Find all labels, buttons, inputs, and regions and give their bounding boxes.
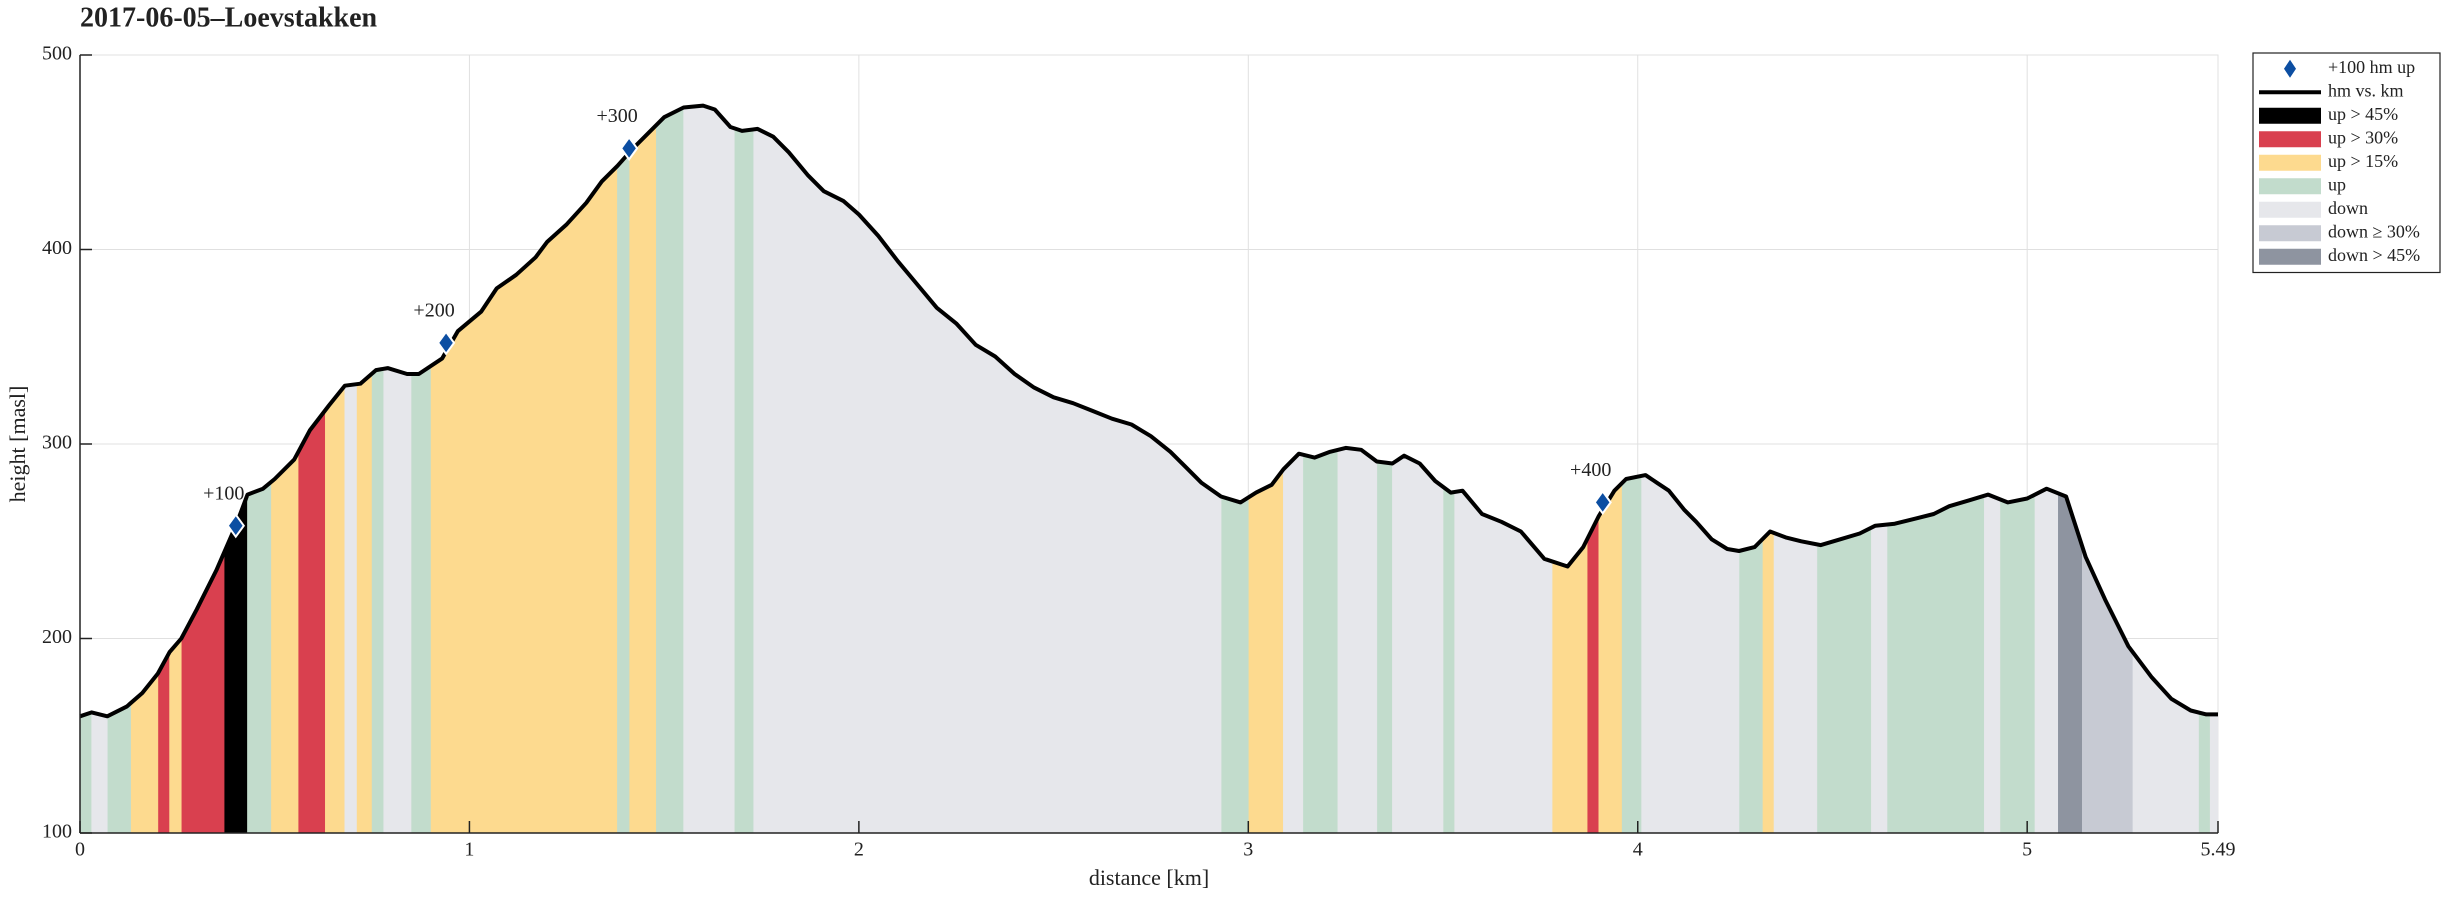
milestone-label: +100 [203, 482, 244, 504]
legend-swatch [2259, 178, 2321, 195]
x-axis-label: distance [km] [1089, 865, 1209, 890]
slope-band [1442, 486, 1456, 834]
slope-band [2198, 712, 2211, 834]
y-tick-label: 200 [42, 626, 72, 648]
slope-band [733, 127, 755, 834]
slope-band [617, 151, 630, 834]
slope-band [325, 384, 346, 834]
legend-label: down > 45% [2328, 245, 2420, 265]
x-tick-label: 5 [2022, 839, 2032, 861]
slope-band [1773, 532, 1818, 834]
slope-band [79, 711, 92, 834]
slope-band [1886, 495, 1985, 834]
legend-label: up > 30% [2328, 127, 2398, 147]
legend-marker [2284, 59, 2296, 78]
slope-band [1999, 494, 2036, 834]
slope-band [1762, 531, 1775, 834]
slope-band [106, 702, 131, 834]
slope-band [2034, 488, 2059, 834]
slope-band [157, 651, 170, 834]
legend-swatch [2259, 107, 2321, 124]
slope-band [1586, 515, 1600, 834]
slope-band [1551, 539, 1588, 834]
x-tick-label: 3 [1243, 839, 1253, 861]
slope-band [383, 367, 412, 834]
slope-band [247, 481, 272, 834]
slope-band [270, 452, 299, 834]
legend-label: up > 45% [2328, 104, 2398, 124]
slope-band [2058, 492, 2082, 834]
slope-band [1337, 447, 1378, 834]
slope-band [1248, 468, 1284, 834]
milestone-label: +200 [413, 299, 454, 321]
milestone-marker [436, 330, 456, 356]
legend-label: hm vs. km [2328, 80, 2404, 100]
slope-band [1220, 496, 1249, 834]
slope-band [1621, 475, 1642, 834]
slope-band [410, 365, 431, 834]
slope-band [683, 105, 735, 834]
slope-band [297, 409, 326, 834]
slope-band [1984, 494, 2001, 834]
x-tick-label: 0 [75, 839, 85, 861]
y-tick-label: 500 [42, 43, 72, 65]
slope-band [1376, 461, 1393, 834]
slope-band [356, 372, 373, 834]
slope-band [1598, 482, 1623, 834]
legend-label: down [2328, 198, 2368, 218]
slope-band [2209, 714, 2219, 834]
y-tick-label: 400 [42, 237, 72, 259]
slope-band [91, 712, 108, 834]
milestone-label: +300 [596, 105, 637, 127]
legend-label: up [2328, 174, 2346, 194]
x-tick-label: 5.49 [2201, 839, 2236, 861]
legend-swatch [2259, 201, 2321, 218]
x-tick-label: 2 [854, 839, 864, 861]
slope-band [1738, 538, 1763, 834]
slope-band [1302, 449, 1339, 834]
slope-band [1283, 453, 1304, 834]
milestone-marker [226, 512, 246, 539]
slope-band [1871, 524, 1888, 834]
x-tick-label: 4 [1633, 839, 1643, 861]
chart-title: 2017-06-05–Loevstakken [80, 2, 378, 33]
y-tick-label: 300 [42, 432, 72, 454]
legend-label: +100 hm up [2328, 57, 2415, 77]
slope-band [1392, 455, 1444, 834]
y-tick-label: 100 [42, 821, 72, 843]
legend-swatch [2259, 154, 2321, 171]
slope-band [344, 383, 357, 834]
slope-band [1816, 527, 1872, 834]
x-tick-label: 1 [464, 839, 474, 861]
legend-swatch [2259, 248, 2321, 265]
slope-band [371, 368, 385, 834]
slope-band [656, 107, 684, 834]
slope-band [628, 124, 657, 834]
legend-label: down ≥ 30% [2328, 221, 2420, 241]
slope-band [169, 637, 182, 834]
milestone-marker [1593, 489, 1612, 516]
legend-swatch [2259, 225, 2321, 242]
legend-label: up > 15% [2328, 151, 2398, 171]
profile-line [79, 103, 2218, 719]
legend-swatch [2259, 131, 2321, 148]
y-axis-label: height [masl] [5, 386, 30, 503]
milestone-marker [619, 135, 639, 162]
milestone-label: +400 [1570, 459, 1611, 481]
